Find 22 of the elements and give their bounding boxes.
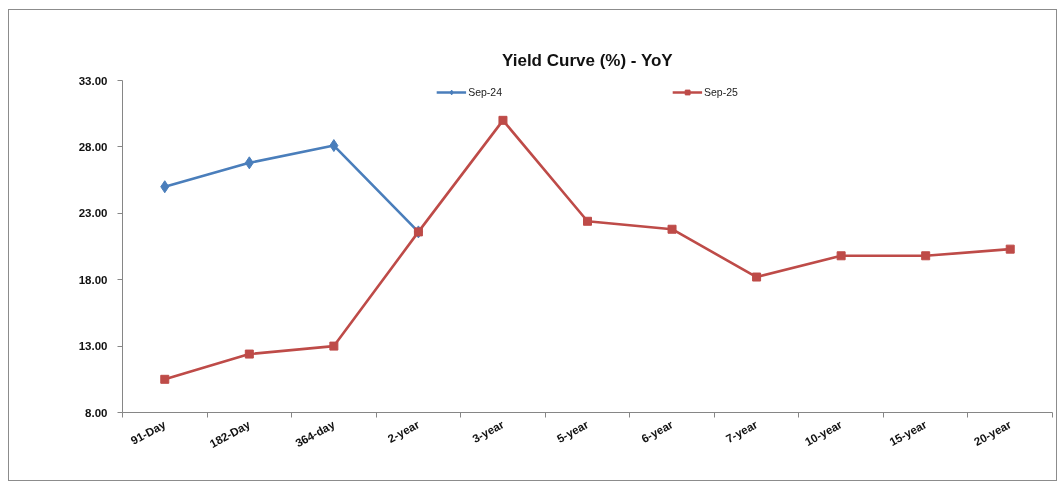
point — [752, 272, 762, 282]
y-tick-label: 18.00 — [78, 273, 108, 286]
point — [667, 224, 677, 234]
point — [244, 349, 254, 359]
point — [921, 251, 931, 261]
legend-label: Sep-24 — [468, 86, 502, 98]
point — [329, 139, 339, 153]
point — [498, 115, 508, 125]
y-tick-label: 23.00 — [78, 207, 108, 220]
y-tick-label: 33.00 — [78, 74, 108, 87]
y-tick-label: 28.00 — [78, 140, 108, 153]
legend-label: Sep-25 — [704, 86, 738, 98]
point — [244, 156, 254, 170]
point — [329, 341, 339, 351]
y-tick-label: 13.00 — [78, 340, 108, 353]
y-tick-label: 8.00 — [85, 406, 108, 419]
point — [160, 180, 170, 194]
point — [1005, 244, 1015, 254]
point — [160, 374, 170, 384]
point — [836, 251, 846, 261]
point — [583, 216, 592, 226]
chart-title: Yield Curve (%) - YoY — [502, 50, 674, 70]
